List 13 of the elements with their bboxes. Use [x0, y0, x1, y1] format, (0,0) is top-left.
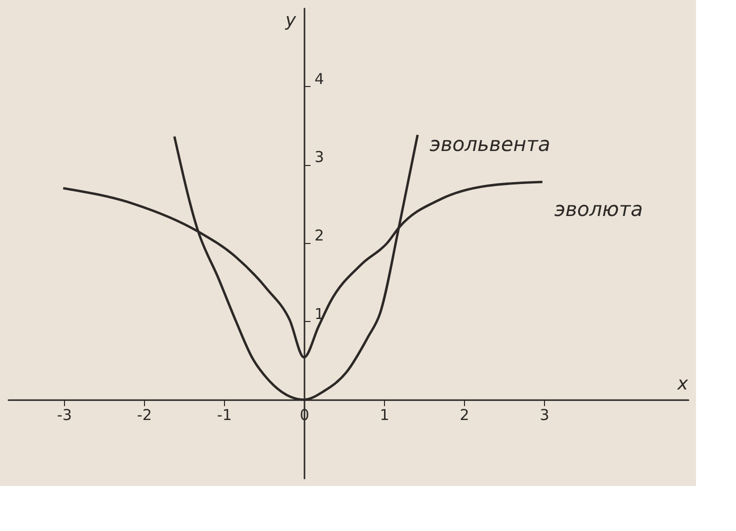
series-label: эвольвента	[430, 132, 550, 156]
x-tick-label: -2	[137, 406, 152, 424]
y-axis-title: y	[284, 10, 296, 31]
y-tick-label: 2	[314, 226, 324, 244]
x-axis-title: x	[676, 374, 688, 395]
series-label: эволюта	[554, 196, 643, 221]
x-tick-label: -1	[217, 406, 232, 424]
x-tick-label: -3	[57, 406, 72, 424]
y-tick-label: 4	[314, 70, 324, 88]
x-tick-label: 2	[460, 406, 470, 424]
x-tick-label: 1	[380, 406, 390, 424]
y-tick-label: 3	[314, 148, 324, 166]
x-tick-label: 3	[540, 406, 550, 424]
